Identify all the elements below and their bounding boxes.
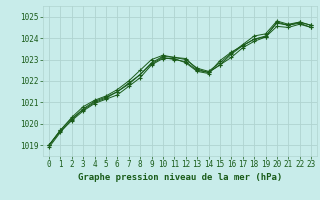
X-axis label: Graphe pression niveau de la mer (hPa): Graphe pression niveau de la mer (hPa) xyxy=(78,173,282,182)
